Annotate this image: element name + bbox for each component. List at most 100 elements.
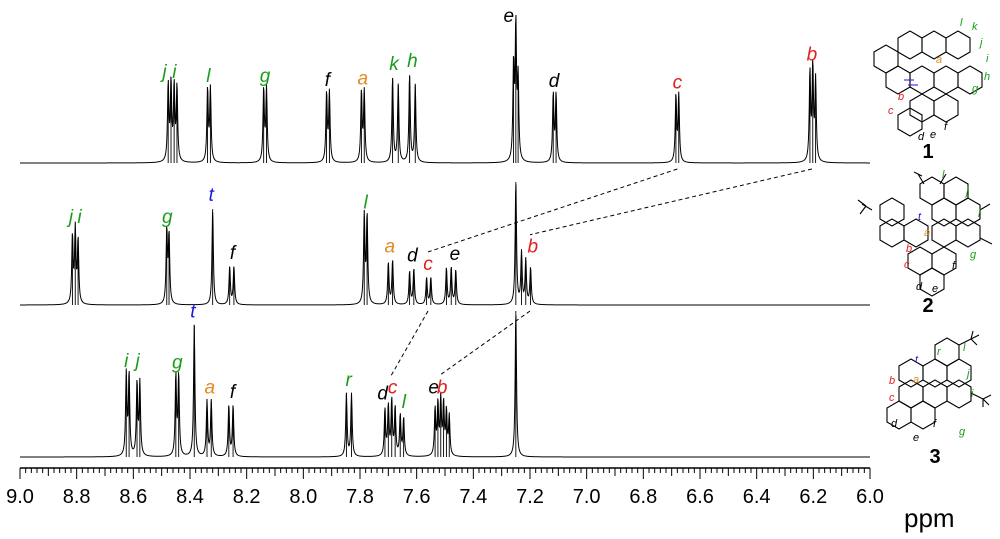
structure-3-label-c: c — [889, 392, 895, 404]
structure-compound-3: r l t b a j c i d f e g 3 — [886, 330, 992, 468]
peak-label-2-i: i — [77, 207, 82, 228]
peak-label-2-l: l — [364, 192, 369, 213]
structure-2-label-d: d — [916, 281, 923, 293]
structure-2-label-e: e — [932, 283, 938, 295]
structure-1-label-h: h — [984, 71, 990, 83]
structure-1-label-j: j — [978, 37, 983, 49]
structure-2-label-l: l — [942, 169, 945, 181]
peak-label-3-a: a — [205, 378, 216, 399]
correlation-line-2-3-b — [439, 310, 531, 376]
structure-3-label-b: b — [889, 375, 895, 387]
structure-1-label-e: e — [930, 129, 936, 141]
correlation-lines — [390, 168, 813, 376]
peak-label-3-g: g — [172, 353, 183, 374]
correlation-line-1-2-b — [529, 168, 813, 236]
peak-label-1-e: e — [503, 6, 514, 27]
structure-3-label-j: j — [965, 368, 970, 380]
axis-tick-label-9.0: 9.0 — [6, 486, 34, 508]
structure-3-label-a: a — [913, 374, 919, 386]
axis-tick-label-8.2: 8.2 — [233, 486, 261, 508]
structure-2-drawing — [857, 171, 993, 297]
correlation-line-2-3-c — [390, 310, 429, 376]
compound-number-3: 3 — [929, 446, 940, 468]
axis-tick-label-6.4: 6.4 — [743, 486, 771, 508]
structure-1-label-k: k — [972, 21, 978, 33]
axis-tick-label-7.0: 7.0 — [573, 486, 601, 508]
axis-tick-label-8.6: 8.6 — [119, 486, 147, 508]
spectrum-2 — [20, 182, 870, 306]
structure-3-label-r: r — [937, 346, 942, 358]
peak-label-3-d: d — [377, 383, 389, 404]
axis-tick-label-6.0: 6.0 — [856, 486, 884, 508]
structure-1-label-a: a — [936, 54, 942, 66]
axis-tick-label-6.2: 6.2 — [799, 486, 827, 508]
axis-tick-label-7.4: 7.4 — [459, 486, 487, 508]
spectrum-trace-2 — [20, 184, 870, 306]
structure-2-label-j: j — [964, 186, 969, 198]
peak-label-2-c: c — [423, 254, 433, 275]
axis-tick-label-7.6: 7.6 — [403, 486, 431, 508]
ppm-axis: 9.0 8.8 8.6 8.4 8.2 8.0 7.8 7.6 7.4 7.2 7.0 6.8 6.6 6… — [6, 467, 884, 508]
structure-2-label-b: b — [906, 243, 912, 255]
peak-label-1-l: l — [206, 66, 211, 87]
peak-label-1-k: k — [389, 54, 400, 75]
axis-tick-label-7.8: 7.8 — [346, 486, 374, 508]
peak-label-2-e: e — [450, 244, 461, 265]
peak-label-2-d: d — [407, 245, 419, 266]
structure-1-label-f: f — [944, 121, 948, 133]
spectrum-trace-3 — [20, 315, 870, 458]
peak-label-3-t: t — [190, 302, 196, 323]
structure-1-label-i: i — [986, 53, 989, 65]
spectrum-3 — [20, 311, 870, 458]
spectra-layer — [20, 14, 870, 458]
peak-label-1-i: i — [172, 62, 177, 83]
peak-label-1-f: f — [325, 70, 332, 91]
peak-label-1-c: c — [673, 73, 683, 94]
structure-2-label-c: c — [904, 259, 910, 271]
peak-label-1-g: g — [260, 66, 271, 87]
peak-label-1-d: d — [549, 71, 561, 92]
structure-1-label-g: g — [972, 83, 979, 95]
structure-3-labels: r l t b a j c i d f e g — [889, 342, 974, 444]
peak-label-3-f: f — [230, 382, 237, 403]
structure-1-label-b: b — [898, 91, 904, 103]
structure-3-label-d: d — [891, 418, 898, 430]
axis-tick-label-8.4: 8.4 — [176, 486, 204, 508]
peak-label-3-j: j — [132, 351, 140, 372]
correlation-line-1-2-c — [427, 168, 678, 253]
spectrum-1 — [20, 14, 870, 164]
structure-2-label-g: g — [970, 249, 977, 261]
peak-label-3-c: c — [388, 378, 398, 399]
structure-3-label-l: l — [963, 342, 966, 354]
peak-label-3-b: b — [437, 378, 448, 399]
peak-label-1-a: a — [358, 69, 369, 90]
structure-1-label-c: c — [888, 105, 894, 117]
structure-compound-2: l j t i a g bc f d e 2 — [857, 169, 993, 317]
peak-label-2-t: t — [209, 185, 215, 206]
peak-label-2-b: b — [528, 237, 539, 258]
structure-1-drawing — [873, 30, 983, 137]
spectrum-trace-1 — [20, 14, 870, 164]
axis-tick-label-8.8: 8.8 — [63, 486, 91, 508]
structure-3-label-i: i — [971, 388, 974, 400]
structure-2-label-f: f — [952, 260, 956, 272]
peak-label-3-r: r — [346, 370, 353, 391]
structure-3-drawing — [886, 330, 992, 430]
axis-tick-label-8.0: 8.0 — [289, 486, 317, 508]
peak-label-3-e: e — [428, 378, 439, 399]
structure-2-label-a: a — [924, 227, 930, 239]
compound-number-1: 1 — [922, 141, 933, 163]
peak-label-1-j: j — [159, 62, 167, 83]
axis-tick-label-6.8: 6.8 — [629, 486, 657, 508]
structure-2-labels: l j t i a g bc f d e — [904, 169, 981, 295]
peak-label-1-b: b — [807, 45, 818, 66]
peak-label-3-i: i — [124, 351, 129, 372]
structure-3-label-t: t — [915, 354, 919, 366]
structure-2-label-i: i — [978, 208, 981, 220]
structure-1-label-d: d — [918, 131, 925, 143]
axis-tick-label-6.6: 6.6 — [686, 486, 714, 508]
